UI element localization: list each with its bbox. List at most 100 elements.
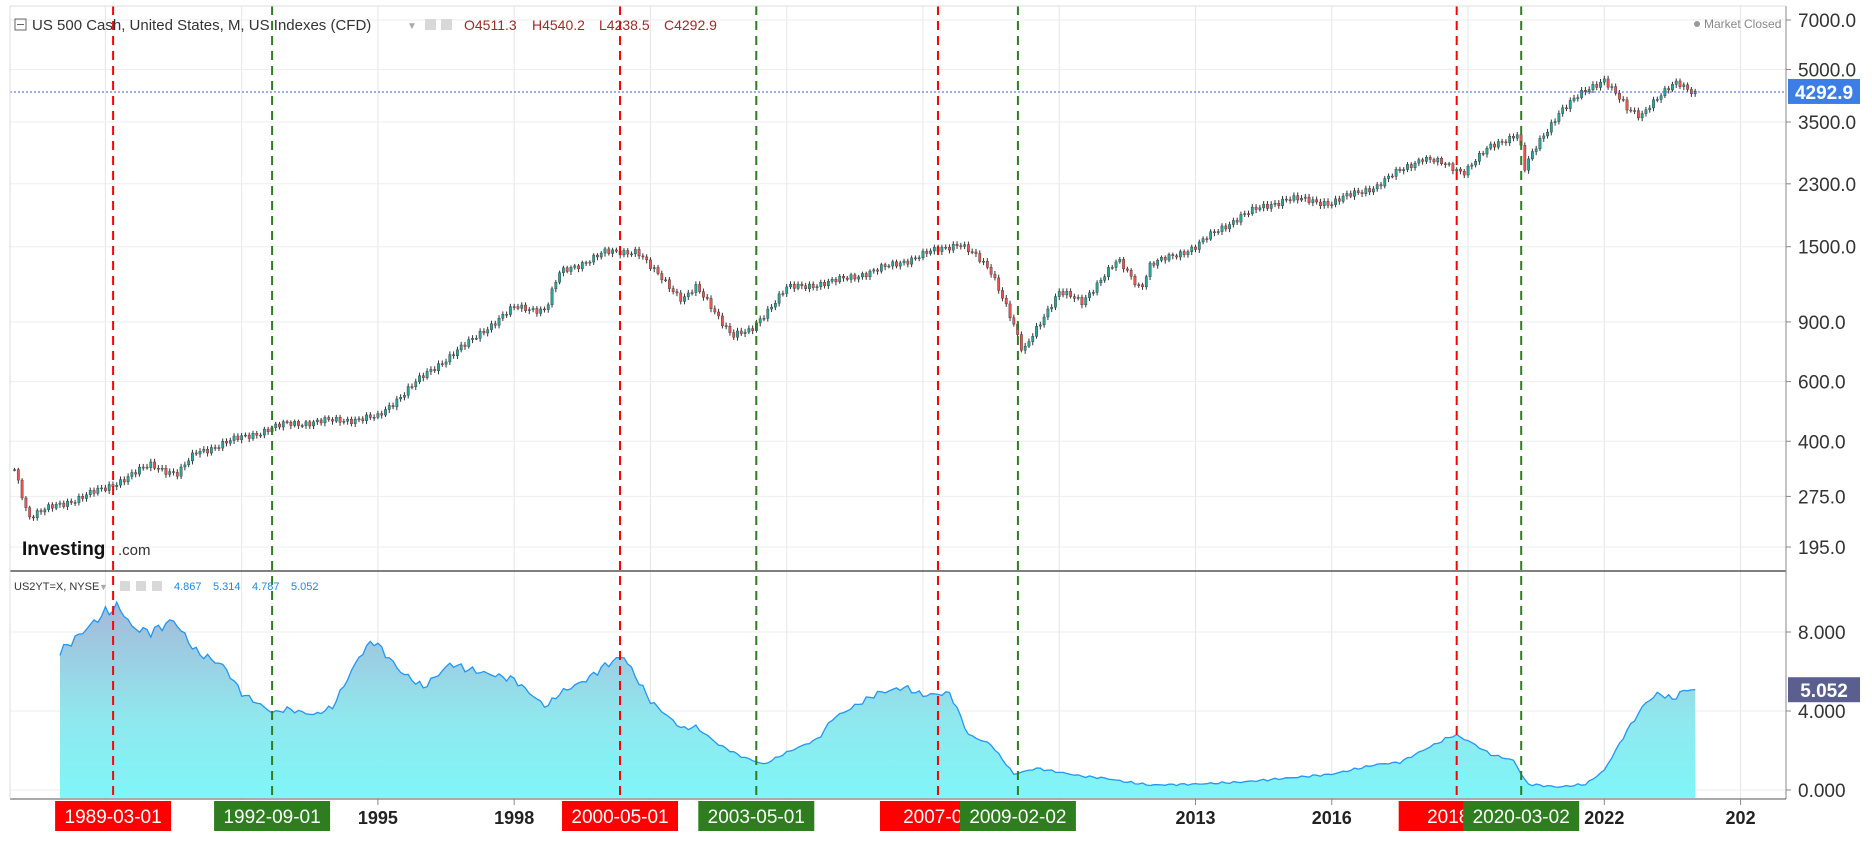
sub-series-dropdown-icon[interactable]: ▼ — [99, 582, 108, 592]
candle-body — [773, 303, 777, 308]
candle-body — [842, 276, 845, 279]
event-label-bg — [214, 801, 331, 831]
settings-icon[interactable] — [441, 19, 452, 30]
candle-body — [1091, 292, 1095, 294]
candle-body — [1004, 298, 1008, 305]
ohlc-close: C4292.9 — [664, 17, 717, 33]
candle-body — [1576, 97, 1580, 99]
logo-suffix: .com — [118, 542, 151, 559]
candle-body — [191, 452, 194, 462]
candle-body — [1481, 152, 1485, 155]
candle-body — [622, 250, 626, 256]
candle-body — [1349, 193, 1353, 197]
event-label-text: 2007-05 — [903, 807, 973, 828]
sub-value-low: 4.787 — [252, 581, 280, 593]
candle-body — [1546, 131, 1549, 137]
candle-body — [577, 265, 580, 269]
candle-body — [660, 273, 664, 281]
candle-body — [671, 288, 675, 292]
candle-body — [849, 274, 853, 280]
candle-body — [1447, 163, 1451, 165]
candle-body — [281, 421, 285, 428]
sub-value-open: 4.867 — [174, 581, 202, 593]
candle-body — [1504, 141, 1508, 144]
sub-visibility-icon[interactable] — [120, 581, 130, 591]
ohlc-high: H4540.2 — [532, 17, 585, 33]
yield-area — [60, 602, 1696, 798]
candle-body — [1459, 168, 1462, 172]
candle-body — [732, 332, 736, 338]
candle-body — [478, 331, 482, 339]
candle-body — [342, 421, 346, 423]
candle-body — [512, 306, 516, 308]
candle-body — [826, 280, 830, 286]
candle-body — [119, 479, 122, 486]
candle-body — [819, 282, 823, 287]
candle-body — [861, 273, 864, 278]
candle-body — [350, 418, 353, 424]
collapse-icon[interactable] — [14, 18, 27, 31]
candle-body — [81, 496, 85, 499]
event-label-2020-03-02: 2020-03-02 — [1463, 801, 1580, 831]
candle-body — [1258, 207, 1262, 210]
candle-body — [20, 479, 24, 499]
candle-body — [1409, 164, 1413, 168]
candle-body — [1493, 143, 1496, 148]
candle-body — [1235, 220, 1239, 223]
candle-body — [857, 276, 861, 280]
event-label-bg — [959, 801, 1076, 831]
candle-body — [1171, 254, 1175, 256]
candle-body — [527, 309, 531, 311]
yield-tag: 5.052 — [1788, 677, 1860, 703]
candle-body — [1080, 297, 1084, 306]
candle-body — [1640, 113, 1644, 119]
candle-body — [656, 267, 660, 274]
candle-body — [471, 338, 474, 340]
candle-body — [1356, 190, 1360, 193]
candle-body — [1254, 206, 1258, 210]
candle-body — [1273, 203, 1277, 205]
sub-settings-icon[interactable] — [136, 581, 146, 591]
investing-logo: Investing .com — [22, 539, 151, 560]
candle-body — [1141, 284, 1144, 288]
candle-body — [1686, 84, 1689, 90]
candle-body — [1001, 290, 1004, 299]
series-dropdown-icon[interactable]: ▼ — [407, 21, 417, 32]
candle-body — [592, 254, 596, 263]
yield-axis: 8.000 4.000 0.000 — [1786, 623, 1846, 802]
candle-body — [456, 349, 459, 357]
price-tick-label: 2300.0 — [1798, 175, 1856, 196]
candle-body — [1671, 84, 1674, 91]
candle-body — [1160, 257, 1163, 261]
price-tick-label: 600.0 — [1798, 373, 1846, 394]
candle-body — [1201, 238, 1205, 243]
candle-body — [1375, 184, 1379, 190]
candle-body — [1360, 192, 1364, 194]
candle-body — [1095, 282, 1099, 293]
sub-close-icon[interactable] — [152, 581, 162, 591]
candle-body — [1186, 251, 1190, 255]
candle-body — [1073, 296, 1076, 299]
candle-body — [1443, 163, 1447, 165]
candle-body — [1379, 184, 1383, 187]
candle-body — [1220, 225, 1224, 232]
candle-body — [1523, 145, 1527, 171]
candle-body — [876, 269, 879, 272]
visibility-icon[interactable] — [425, 19, 436, 30]
candle-body — [228, 440, 232, 444]
candle-body — [1652, 99, 1655, 109]
candle-body — [232, 435, 236, 441]
event-label-text: 1989-03-01 — [65, 807, 162, 828]
candle-body — [1621, 99, 1625, 101]
candle-body — [293, 421, 297, 426]
candle-body — [221, 441, 225, 449]
candle-body — [652, 267, 656, 269]
candle-body — [580, 262, 584, 269]
candle-body — [1300, 198, 1303, 201]
candle-body — [1205, 238, 1209, 240]
candle-body — [130, 472, 134, 477]
candle-body — [1345, 193, 1349, 197]
candle-body — [864, 273, 868, 278]
